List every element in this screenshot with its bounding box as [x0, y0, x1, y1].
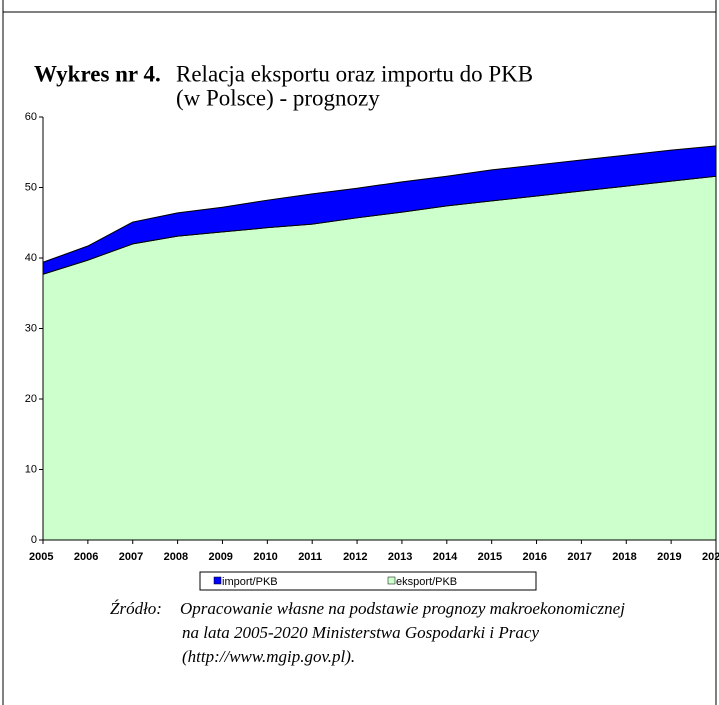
x-tick-label: 2005	[29, 551, 53, 563]
x-tick-label: 2013	[388, 551, 412, 563]
x-tick-label: 2012	[343, 551, 367, 563]
x-tick-label: 2009	[208, 551, 232, 563]
legend-swatch	[387, 576, 396, 585]
area	[42, 145, 717, 275]
source-label: Źródło:	[110, 599, 162, 618]
x-tick-label: 2007	[119, 551, 143, 563]
source-text: (http://www.mgip.gov.pl).	[182, 647, 355, 666]
y-tick-label: 30	[25, 322, 37, 334]
legend-swatch	[213, 576, 222, 585]
y-tick-label: 20	[25, 393, 37, 405]
legend	[199, 571, 537, 591]
x-tick-label: 2018	[612, 551, 636, 563]
figure-label: Wykres nr 4.	[34, 61, 161, 86]
y-tick-label: 0	[31, 534, 37, 546]
y-tick-label: 50	[25, 181, 37, 193]
x-tick-label: 2014	[433, 551, 458, 563]
source-text: na lata 2005-2020 Ministerstwa Gospodark…	[182, 623, 539, 642]
x-tick-label: 2020	[702, 551, 719, 563]
legend-label: import/PKB	[222, 576, 278, 588]
x-tick-label: 2015	[478, 551, 502, 563]
x-tick-label: 2017	[567, 551, 591, 563]
x-tick-label: 2016	[523, 551, 547, 563]
x-tick-label: 2008	[164, 551, 188, 563]
y-tick-label: 40	[25, 252, 37, 264]
x-tick-label: 2006	[74, 551, 98, 563]
y-tick-label: 10	[25, 463, 37, 475]
x-tick-label: 2010	[253, 551, 277, 563]
y-tick-label: 60	[25, 111, 37, 123]
chart-title: (w Polsce) - prognozy	[176, 85, 380, 110]
x-tick-label: 2011	[298, 551, 322, 563]
x-tick-label: 2019	[657, 551, 681, 563]
source-text: Opracowanie własne na podstawie prognozy…	[180, 599, 625, 618]
chart-title: Relacja eksportu oraz importu do PKB	[176, 61, 533, 86]
legend-label: eksport/PKB	[396, 576, 457, 588]
